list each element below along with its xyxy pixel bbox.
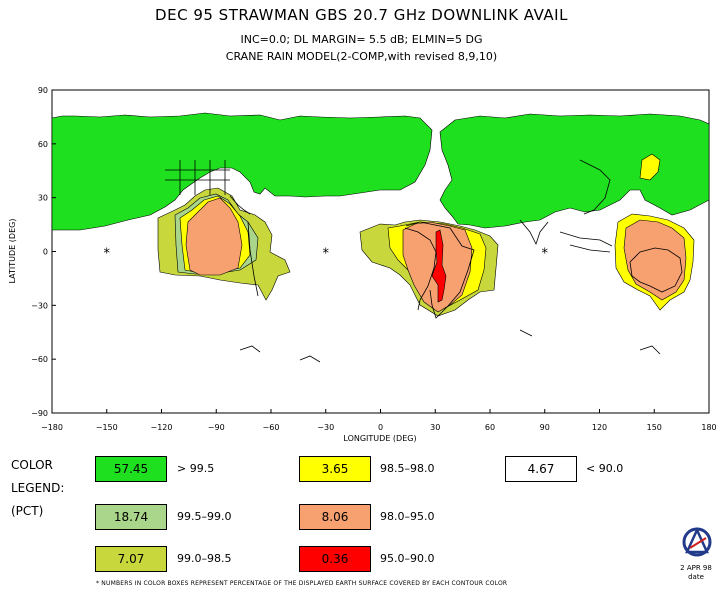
map-title: DEC 95 STRAWMAN GBS 20.7 GHz DOWNLINK AV… [155,6,568,24]
print-date-value: 2 APR 98 [680,564,712,572]
lon-tick-label: −150 [96,423,118,432]
organization-logo [682,526,712,557]
map-axes: −180 −150 −120 −90 −60 −30 0 30 60 90 120 150 180 90 6… [31,86,717,432]
lat-tick-label: −90 [31,409,48,418]
lat-tick-label: 60 [38,140,48,149]
lat-tick-label: 90 [38,86,48,95]
color-legend-label: COLOR LEGEND: (PCT) [11,458,65,518]
legend-swatch-1: 57.45 [95,456,167,482]
lon-tick-label: −180 [41,423,63,432]
legend-range-4: 98.5–98.0 [380,462,435,475]
legend-swatch-2: 18.74 [95,504,167,530]
lon-tick-label: −90 [208,423,225,432]
lon-tick-label: 0 [378,423,383,432]
legend-range-1: > 99.5 [177,462,215,475]
map-subtitle-parameters: INC=0.0; DL MARGIN= 5.5 dB; ELMIN=5 DG [240,33,483,46]
legend-swatch-7: 4.67 [505,456,577,482]
africa-contour-region [359,219,499,317]
coastlines [165,159,683,363]
map-subtitle-rain-model: CRANE RAIN MODEL(2-COMP,with revised 8,9… [225,50,498,63]
lat-tick-label: 30 [38,194,48,203]
lon-tick-label: −30 [317,423,334,432]
x-axis-title: LONGITUDE (DEG) [343,434,416,443]
legend-swatch-4: 3.65 [299,456,371,482]
lon-tick-label: −120 [151,423,173,432]
lon-tick-label: 90 [540,423,550,432]
green-coverage-region [51,112,710,231]
lat-tick-label: −60 [31,355,48,364]
legend-swatch-5: 8.06 [299,504,371,530]
satellite-marker: * [542,247,549,262]
satellite-marker: * [323,247,330,262]
lon-tick-label: 120 [592,423,607,432]
lon-tick-label: 180 [701,423,716,432]
satellite-marker: * [104,247,111,262]
legend-swatch-3: 7.07 [95,546,167,572]
legend-range-5: 98.0–95.0 [380,510,435,523]
legend-range-6: 95.0–90.0 [380,552,435,565]
print-date: 2 APR 98 date [676,564,716,582]
lon-tick-label: 150 [647,423,662,432]
americas-contour-region [157,187,291,301]
lon-tick-label: −60 [263,423,280,432]
australia-contour-region [614,153,695,311]
legend-swatch-6: 0.36 [299,546,371,572]
legend-range-2: 99.5–99.0 [177,510,232,523]
print-date-label: date [688,573,704,581]
satellite-markers: * * * [104,247,549,262]
y-axis-title: LATITUDE (DEG) [8,219,17,284]
legend-range-7: < 90.0 [586,462,624,475]
lon-tick-label: 30 [430,423,440,432]
footnote: * NUMBERS IN COLOR BOXES REPRESENT PERCE… [96,580,508,587]
lon-tick-label: 60 [485,423,495,432]
legend-range-3: 99.0–98.5 [177,552,232,565]
lat-tick-label: 0 [43,248,48,257]
lat-tick-label: −30 [31,301,48,310]
